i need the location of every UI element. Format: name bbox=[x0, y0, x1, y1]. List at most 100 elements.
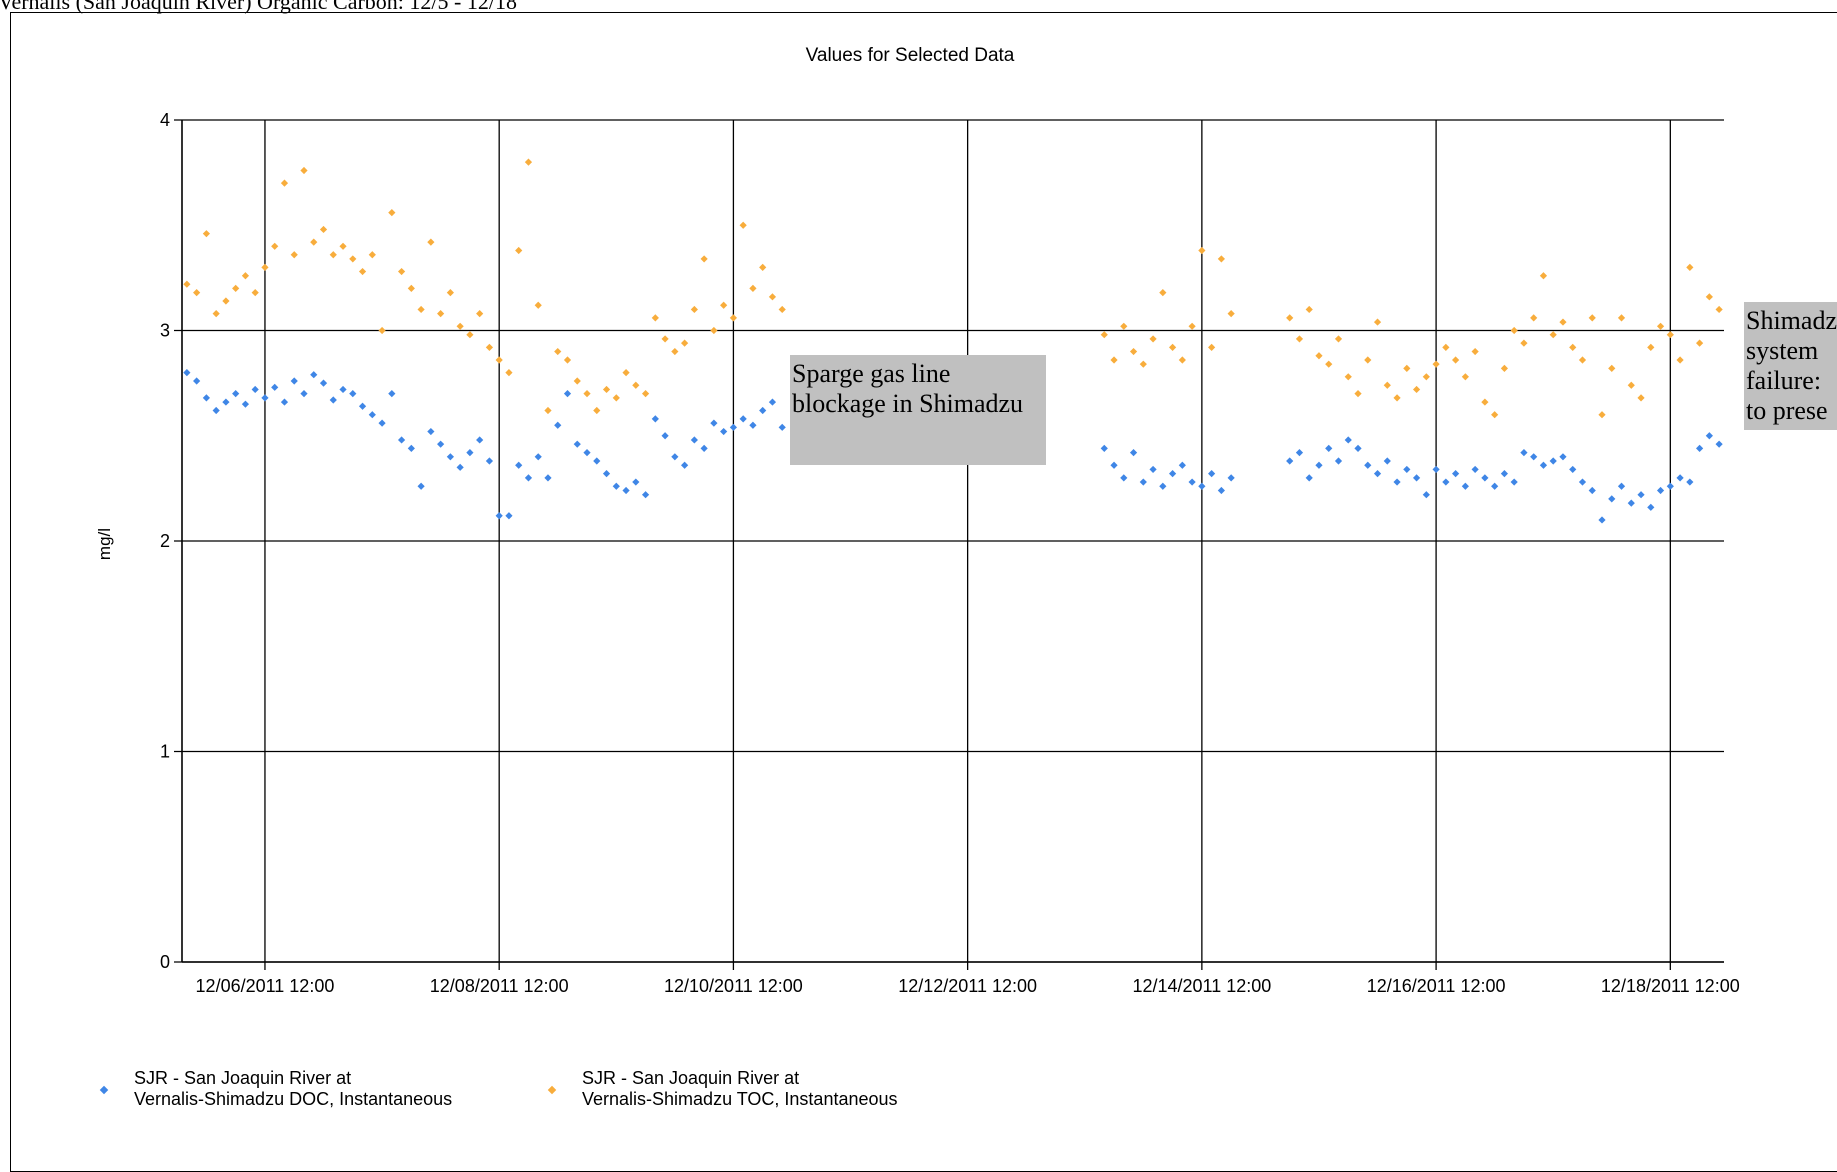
toc-point bbox=[1715, 305, 1723, 314]
doc-point bbox=[1530, 453, 1538, 461]
toc-point bbox=[427, 238, 435, 246]
doc-point bbox=[1325, 444, 1333, 452]
doc-point bbox=[271, 383, 279, 391]
toc-point bbox=[1393, 394, 1401, 402]
toc-point bbox=[622, 369, 630, 377]
toc-point bbox=[407, 284, 415, 292]
doc-point bbox=[1217, 486, 1225, 495]
toc-point bbox=[778, 305, 786, 314]
y-tick-label: 1 bbox=[160, 742, 170, 762]
doc-point bbox=[651, 415, 659, 423]
toc-point bbox=[1315, 352, 1323, 360]
toc-point bbox=[212, 310, 220, 318]
doc-point bbox=[1617, 482, 1626, 490]
toc-point bbox=[358, 267, 367, 276]
doc-point bbox=[749, 421, 757, 429]
doc-point bbox=[1295, 448, 1304, 457]
points-layer bbox=[183, 158, 1723, 524]
doc-point bbox=[388, 390, 396, 398]
toc-point bbox=[1100, 331, 1108, 339]
doc-point bbox=[437, 440, 445, 448]
doc-point bbox=[329, 396, 337, 404]
doc-point bbox=[1110, 461, 1118, 469]
doc-point bbox=[1656, 486, 1665, 495]
doc-point bbox=[1129, 448, 1138, 457]
doc-point bbox=[1198, 482, 1206, 490]
doc-point bbox=[544, 474, 552, 482]
toc-point bbox=[710, 326, 718, 335]
toc-point bbox=[1383, 381, 1391, 389]
doc-point bbox=[515, 461, 523, 469]
doc-point bbox=[1442, 478, 1450, 486]
doc-point bbox=[1520, 448, 1528, 457]
doc-point bbox=[485, 457, 494, 465]
toc-point bbox=[1705, 293, 1713, 301]
doc-point bbox=[583, 448, 591, 457]
doc-point bbox=[1471, 465, 1479, 474]
doc-point bbox=[1588, 486, 1596, 495]
doc-point bbox=[759, 406, 767, 415]
toc-point bbox=[329, 251, 337, 259]
toc-point bbox=[183, 280, 191, 288]
doc-point bbox=[641, 491, 650, 499]
doc-point bbox=[1647, 503, 1655, 511]
toc-point bbox=[671, 347, 679, 356]
x-tick-label: 12/12/2011 12:00 bbox=[898, 976, 1037, 996]
toc-point bbox=[319, 225, 328, 234]
doc-point bbox=[183, 369, 191, 377]
toc-point bbox=[1452, 356, 1460, 364]
doc-point bbox=[720, 427, 728, 436]
toc-point bbox=[612, 394, 620, 402]
doc-point bbox=[1208, 470, 1216, 478]
toc-point bbox=[1334, 335, 1343, 343]
toc-point bbox=[1295, 335, 1304, 343]
doc-point bbox=[1500, 470, 1509, 478]
doc-point bbox=[1539, 461, 1548, 469]
doc-point bbox=[524, 474, 533, 482]
doc-point bbox=[1168, 470, 1177, 478]
doc-point bbox=[1559, 453, 1567, 461]
toc-point bbox=[1520, 339, 1528, 347]
doc-point bbox=[1686, 478, 1694, 486]
doc-point bbox=[710, 419, 718, 427]
toc-point bbox=[1569, 343, 1577, 351]
toc-point bbox=[544, 406, 552, 415]
toc-point bbox=[388, 209, 396, 217]
doc-point bbox=[1139, 478, 1147, 486]
legend-label-toc: SJR - San Joaquin River at Vernalis-Shima… bbox=[582, 1068, 898, 1109]
doc-point bbox=[495, 512, 503, 520]
toc-point bbox=[1373, 318, 1382, 326]
toc-point bbox=[1500, 364, 1509, 372]
toc-point bbox=[1666, 331, 1674, 339]
doc-point bbox=[1373, 470, 1382, 478]
toc-point bbox=[1471, 347, 1479, 356]
toc-point bbox=[1217, 255, 1225, 263]
doc-point bbox=[1100, 444, 1108, 452]
toc-point bbox=[1647, 343, 1655, 351]
toc-point bbox=[1559, 318, 1567, 326]
doc-point bbox=[349, 390, 357, 398]
toc-point bbox=[261, 263, 269, 271]
doc-point bbox=[1666, 482, 1674, 490]
doc-point bbox=[1510, 478, 1518, 486]
toc-point bbox=[1412, 385, 1421, 394]
doc-point bbox=[1461, 482, 1469, 490]
y-tick-label: 2 bbox=[160, 531, 170, 551]
doc-point bbox=[310, 371, 318, 379]
doc-point bbox=[1286, 457, 1294, 465]
toc-point bbox=[1139, 360, 1147, 368]
doc-point bbox=[661, 432, 669, 440]
doc-point bbox=[290, 377, 298, 385]
doc-point bbox=[768, 398, 777, 406]
toc-point bbox=[310, 238, 318, 246]
toc-point bbox=[739, 221, 747, 229]
toc-point bbox=[681, 339, 689, 347]
toc-point bbox=[280, 179, 289, 187]
toc-point bbox=[1491, 411, 1499, 419]
toc-point bbox=[1442, 343, 1450, 351]
doc-point bbox=[261, 394, 269, 402]
doc-point bbox=[671, 453, 679, 461]
doc-point bbox=[1315, 461, 1323, 469]
doc-point bbox=[407, 444, 415, 452]
toc-point bbox=[1461, 373, 1469, 381]
